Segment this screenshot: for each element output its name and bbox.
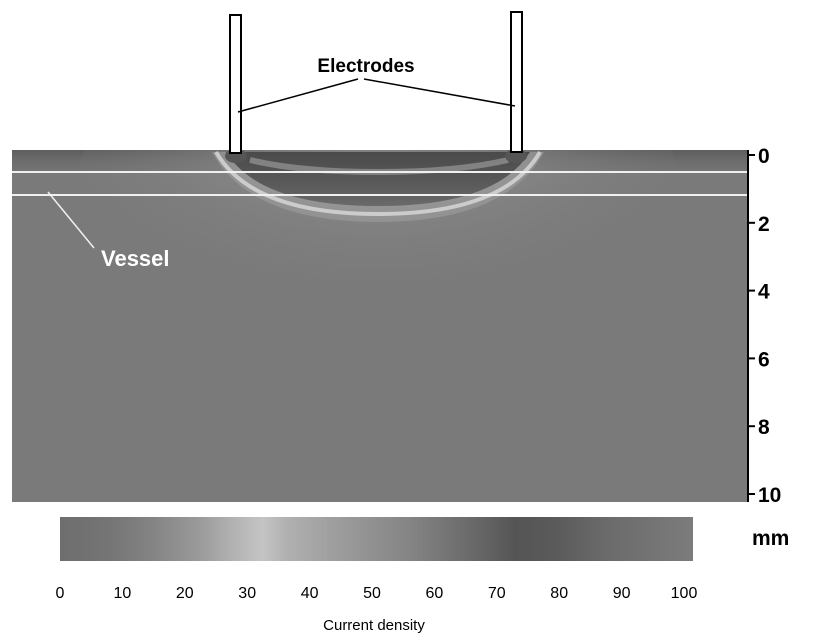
current-glow (78, 150, 678, 355)
depth-tick-label: 4 (758, 281, 770, 304)
electrodes-leader-right (363, 78, 516, 107)
colorbar (60, 517, 693, 561)
colorbar-tick-label: 50 (363, 585, 381, 602)
depth-axis: 0 2 4 6 8 10 (747, 145, 781, 507)
depth-tick-label: 10 (758, 484, 781, 507)
depth-tick-label: 0 (758, 145, 770, 168)
colorbar-tick-label: 40 (301, 585, 319, 602)
colorbar-tick-label: 10 (114, 585, 132, 602)
colorbar-tick-label: 60 (426, 585, 444, 602)
colorbar-tick-label: 20 (176, 585, 194, 602)
electrode-right (510, 11, 523, 153)
colorbar-tick-labels: 0 10 20 30 40 50 60 70 80 90 100 (56, 585, 698, 602)
depth-unit-label: mm (752, 527, 789, 550)
electrodes-leader-left (237, 78, 359, 113)
depth-tick-label: 6 (758, 348, 770, 371)
electrode-contact-right (505, 150, 527, 163)
colorbar-title: Current density (323, 617, 425, 634)
colorbar-tick-label: 70 (488, 585, 506, 602)
colorbar-tick-label: 90 (613, 585, 631, 602)
electrode-left (229, 14, 242, 154)
vessel-leader (47, 191, 95, 249)
depth-tick-label: 2 (758, 213, 770, 236)
depth-tick-label: 8 (758, 416, 770, 439)
vessel-label: Vessel (101, 246, 170, 271)
colorbar-tick-label: 0 (56, 585, 65, 602)
colorbar-tick-label: 80 (550, 585, 568, 602)
colorbar-tick-label: 30 (238, 585, 256, 602)
electrodes-label: Electrodes (317, 56, 414, 77)
field-region (12, 150, 748, 502)
current-halo-edge (214, 150, 542, 217)
colorbar-tick-label: 100 (671, 585, 698, 602)
